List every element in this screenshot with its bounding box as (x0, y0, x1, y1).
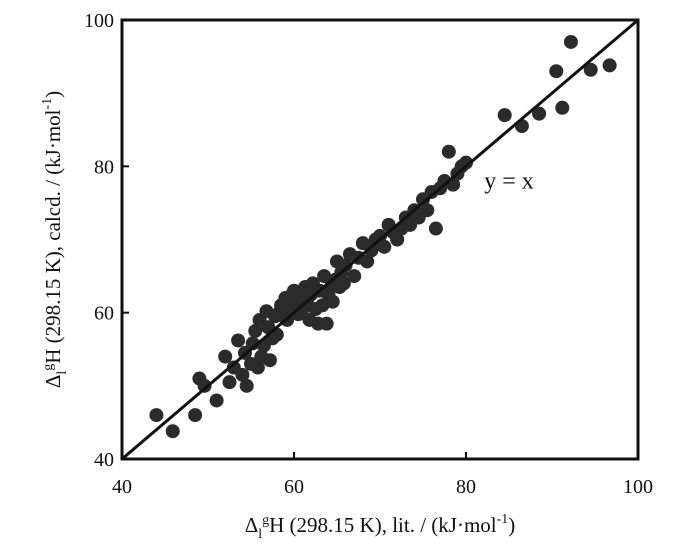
data-point (165, 424, 180, 439)
data-point (532, 106, 547, 121)
data-point (188, 408, 203, 423)
data-point (209, 393, 224, 408)
y-axis-label-text: H (298.15 K), calcd. / (kJ·mol (41, 109, 65, 363)
identity-line (121, 18, 639, 461)
data-point (218, 349, 233, 364)
data-point (336, 276, 351, 291)
data-point (390, 232, 405, 247)
data-point (497, 108, 512, 123)
x-axis-label-text: H (298.15 K), lit. / (kJ·mol (269, 513, 497, 537)
data-point (197, 378, 212, 393)
data-point (428, 221, 443, 236)
data-point (319, 316, 334, 331)
y-axis-label-close: ) (41, 91, 65, 98)
y-axis-label-sup: g (41, 364, 56, 371)
x-tick-label: 80 (456, 476, 476, 498)
data-point (583, 62, 598, 77)
data-point (149, 408, 164, 423)
data-point (262, 353, 277, 368)
data-point (441, 144, 456, 159)
x-axis-label-delta: Δ (245, 513, 259, 537)
data-point (231, 333, 246, 348)
y-axis-label-sub: l (55, 371, 70, 375)
y-tick-label: 40 (94, 449, 114, 471)
data-point (317, 269, 332, 284)
y-axis-label-delta: Δ (41, 375, 65, 389)
x-axis-label-exp: -1 (497, 512, 509, 527)
y-tick-label: 100 (84, 10, 114, 32)
data-point (459, 155, 473, 170)
x-tick-label: 100 (623, 476, 653, 498)
data-point (360, 254, 375, 269)
y-axis-label: ΔlgH (298.15 K), calcd. / (kJ·mol-1) (40, 91, 70, 388)
y-tick-label: 80 (94, 156, 114, 178)
data-point (222, 375, 237, 390)
data-point (549, 64, 564, 79)
y-axis-label-exp: -1 (40, 98, 55, 110)
data-point (325, 294, 340, 309)
annotation-label: y = x (484, 168, 534, 194)
x-tick-label: 40 (112, 476, 132, 498)
data-point (373, 228, 387, 243)
x-tick-label: 60 (284, 476, 304, 498)
tick-labels-group: 40 60 80 100 40 60 80 100 (84, 10, 653, 498)
data-point (377, 239, 392, 254)
data-point (245, 336, 260, 351)
x-axis-label-close: ) (508, 513, 515, 537)
x-axis-label-sub: l (258, 527, 262, 542)
data-point (250, 360, 265, 375)
y-tick-label: 60 (94, 303, 114, 325)
data-point (347, 269, 362, 284)
data-point (364, 243, 379, 258)
data-point (248, 323, 263, 338)
x-axis-label: ΔlgH (298.15 K), lit. / (kJ·mol-1) (245, 512, 516, 542)
data-point (602, 58, 617, 73)
data-point (235, 367, 250, 382)
data-point (338, 258, 353, 273)
plot-frame (120, 18, 640, 461)
data-point (420, 203, 435, 218)
data-point (563, 34, 578, 49)
data-point (239, 378, 254, 393)
data-point (555, 100, 570, 115)
x-axis-label-sup: g (262, 513, 269, 528)
